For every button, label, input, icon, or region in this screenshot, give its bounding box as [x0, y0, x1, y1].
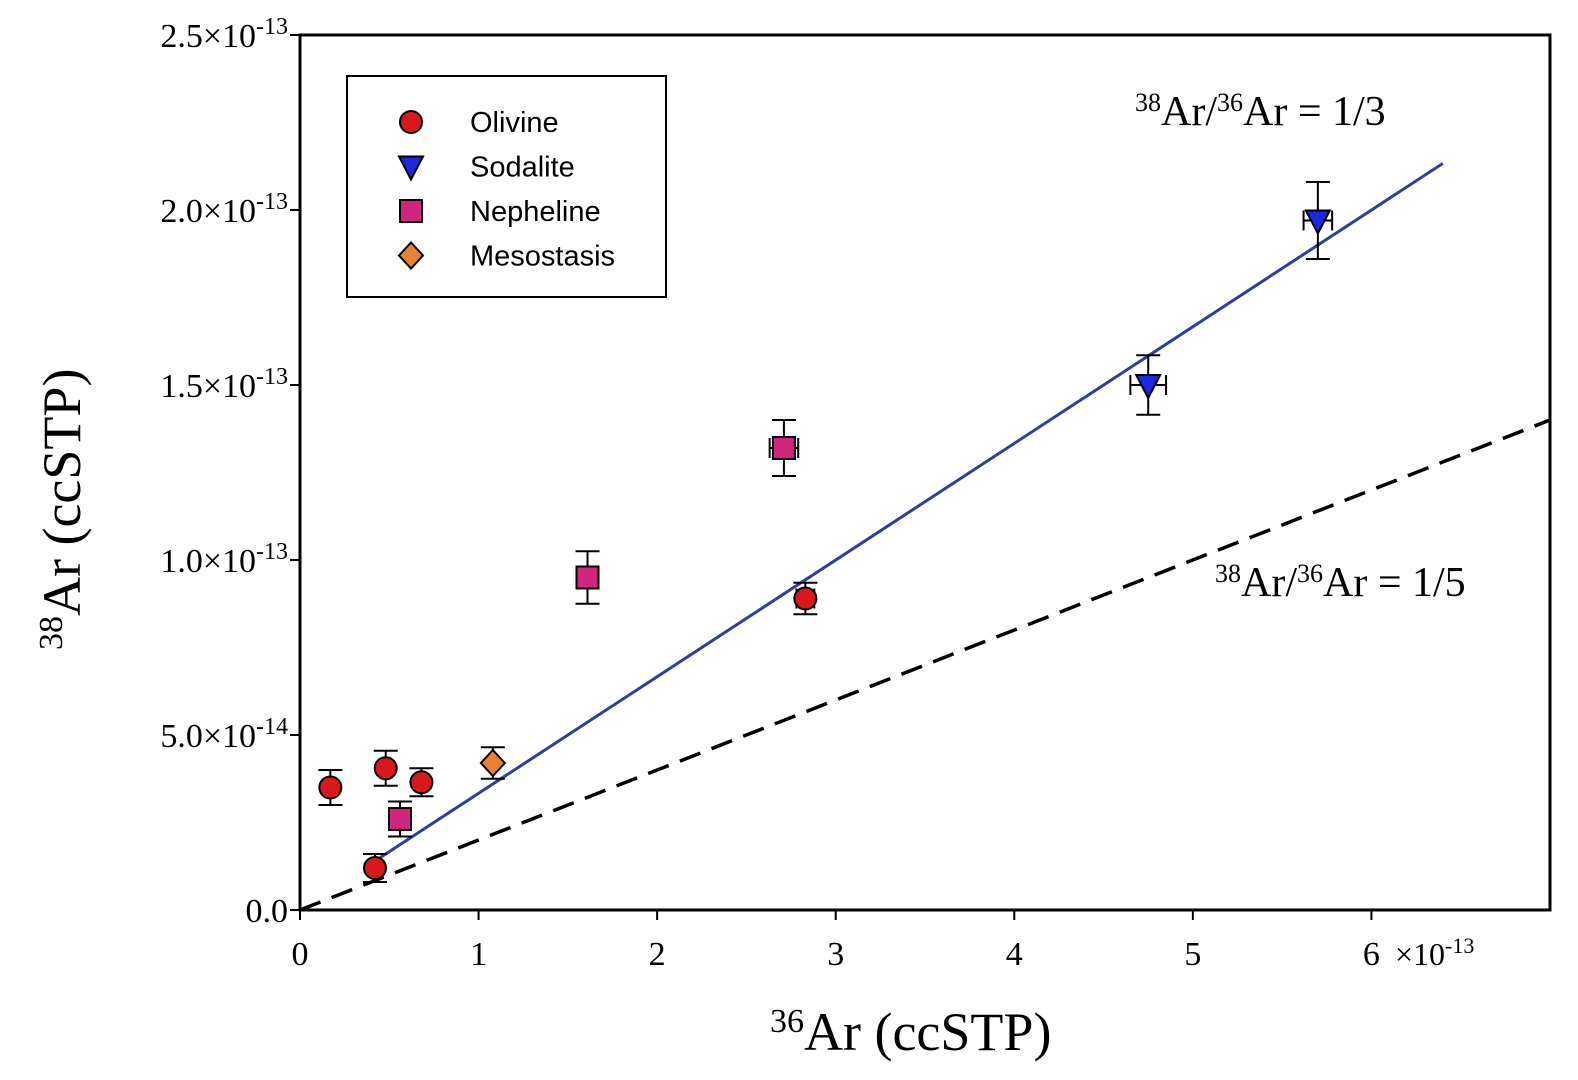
- sodalite-marker: [1134, 374, 1162, 401]
- x-tick-label: 1: [470, 936, 487, 973]
- nepheline-point: [575, 550, 600, 605]
- legend-marker-mesostasis: [397, 241, 425, 270]
- legend-item-olivine: Olivine: [399, 107, 559, 139]
- ratio-1-3-label: 38Ar/36Ar = 1/3: [1135, 88, 1386, 136]
- legend-item-nepheline: Nepheline: [399, 196, 601, 228]
- y-axis-title-sup: 38: [33, 616, 70, 650]
- legend-box: [346, 75, 667, 298]
- legend-label: Mesostasis: [470, 241, 615, 273]
- ratio-1-5-text-a: Ar/: [1241, 560, 1297, 606]
- x-tick-label: 2: [649, 936, 666, 973]
- olivine-marker: [318, 775, 343, 800]
- olivine-marker: [793, 586, 818, 611]
- x-axis-multiplier-exp: -13: [1445, 933, 1474, 958]
- ratio-1-5-text-b: Ar = 1/5: [1323, 560, 1466, 606]
- ratio-1-5-line: [299, 418, 1551, 912]
- reference-lines: [299, 162, 1551, 912]
- y-axis-title: 38Ar (ccSTP): [32, 369, 92, 650]
- nepheline-marker: [575, 565, 600, 590]
- x-tick-label: 5: [1184, 936, 1201, 973]
- sodalite-point: [1129, 354, 1168, 416]
- x-tick-label: 0: [292, 936, 309, 973]
- sodalite-point: [1302, 181, 1334, 260]
- x-axis-multiplier-base: ×10: [1395, 936, 1445, 972]
- y-tick-label: 2.5×10-13: [160, 14, 288, 55]
- legend-marker-nepheline: [399, 199, 423, 223]
- ratio-1-3-text-a: Ar/: [1161, 89, 1217, 135]
- legend-label: Nepheline: [470, 196, 601, 228]
- legend-item-mesostasis: Mesostasis: [397, 241, 615, 273]
- olivine-point: [318, 769, 343, 806]
- ratio-1-5-sup-a: 38: [1215, 559, 1241, 588]
- nepheline-point: [388, 800, 412, 838]
- ratio-1-3-sup-a: 38: [1135, 88, 1161, 117]
- ratio-1-3-line: [379, 162, 1444, 859]
- ratio-1-5-label: 38Ar/36Ar = 1/5: [1215, 559, 1466, 607]
- ratio-1-5-sup-b: 36: [1297, 559, 1323, 588]
- x-axis-title-main: Ar (ccSTP): [804, 1002, 1051, 1062]
- mesostasis-point: [479, 746, 507, 780]
- olivine-point: [363, 853, 387, 883]
- y-tick-label: 2.0×10-13: [160, 189, 288, 230]
- olivine-marker: [409, 770, 434, 795]
- sodalite-marker: [1304, 209, 1332, 236]
- nepheline-point: [768, 419, 800, 477]
- legend-label: Sodalite: [470, 152, 575, 184]
- y-tick-label: 5.0×10-14: [160, 714, 288, 755]
- legend-marker-olivine: [399, 110, 423, 134]
- plot-frame: [298, 33, 1552, 912]
- x-tick-label: 3: [827, 936, 844, 973]
- olivine-point: [793, 581, 818, 616]
- nepheline-marker: [771, 436, 796, 460]
- olivine-marker: [373, 756, 398, 781]
- olivine-marker: [363, 856, 387, 880]
- legend-label: Olivine: [470, 107, 559, 139]
- data-points: [318, 181, 1334, 883]
- x-axis-multiplier: ×10-13: [1395, 933, 1474, 973]
- ratio-1-3-text-b: Ar = 1/3: [1243, 89, 1386, 135]
- legend: Olivine Sodalite Nepheline Mesostasis: [346, 75, 667, 298]
- ratio-1-3-sup-b: 36: [1217, 88, 1243, 117]
- legend-marker-sodalite: [397, 155, 425, 182]
- x-axis-title: 36Ar (ccSTP): [770, 1002, 1051, 1062]
- y-tick-label: 0.0: [246, 893, 289, 930]
- nepheline-marker: [388, 807, 412, 831]
- x-tick-label: 6: [1363, 936, 1380, 973]
- legend-item-sodalite: Sodalite: [397, 152, 575, 184]
- y-tick-label: 1.0×10-13: [160, 539, 288, 580]
- x-axis-title-sup: 36: [770, 1003, 804, 1040]
- olivine-point: [373, 749, 398, 787]
- axis-ticks: 0 1 2 3 4 5 6 0.0 5.0×10-14 1.0×10-13 1.5×10-13 2.0…: [160, 14, 1380, 973]
- y-axis-title-main: Ar (ccSTP): [32, 369, 92, 616]
- mesostasis-marker: [479, 748, 507, 778]
- x-tick-label: 4: [1006, 936, 1023, 973]
- olivine-point: [409, 767, 434, 798]
- y-tick-label: 1.5×10-13: [160, 364, 288, 405]
